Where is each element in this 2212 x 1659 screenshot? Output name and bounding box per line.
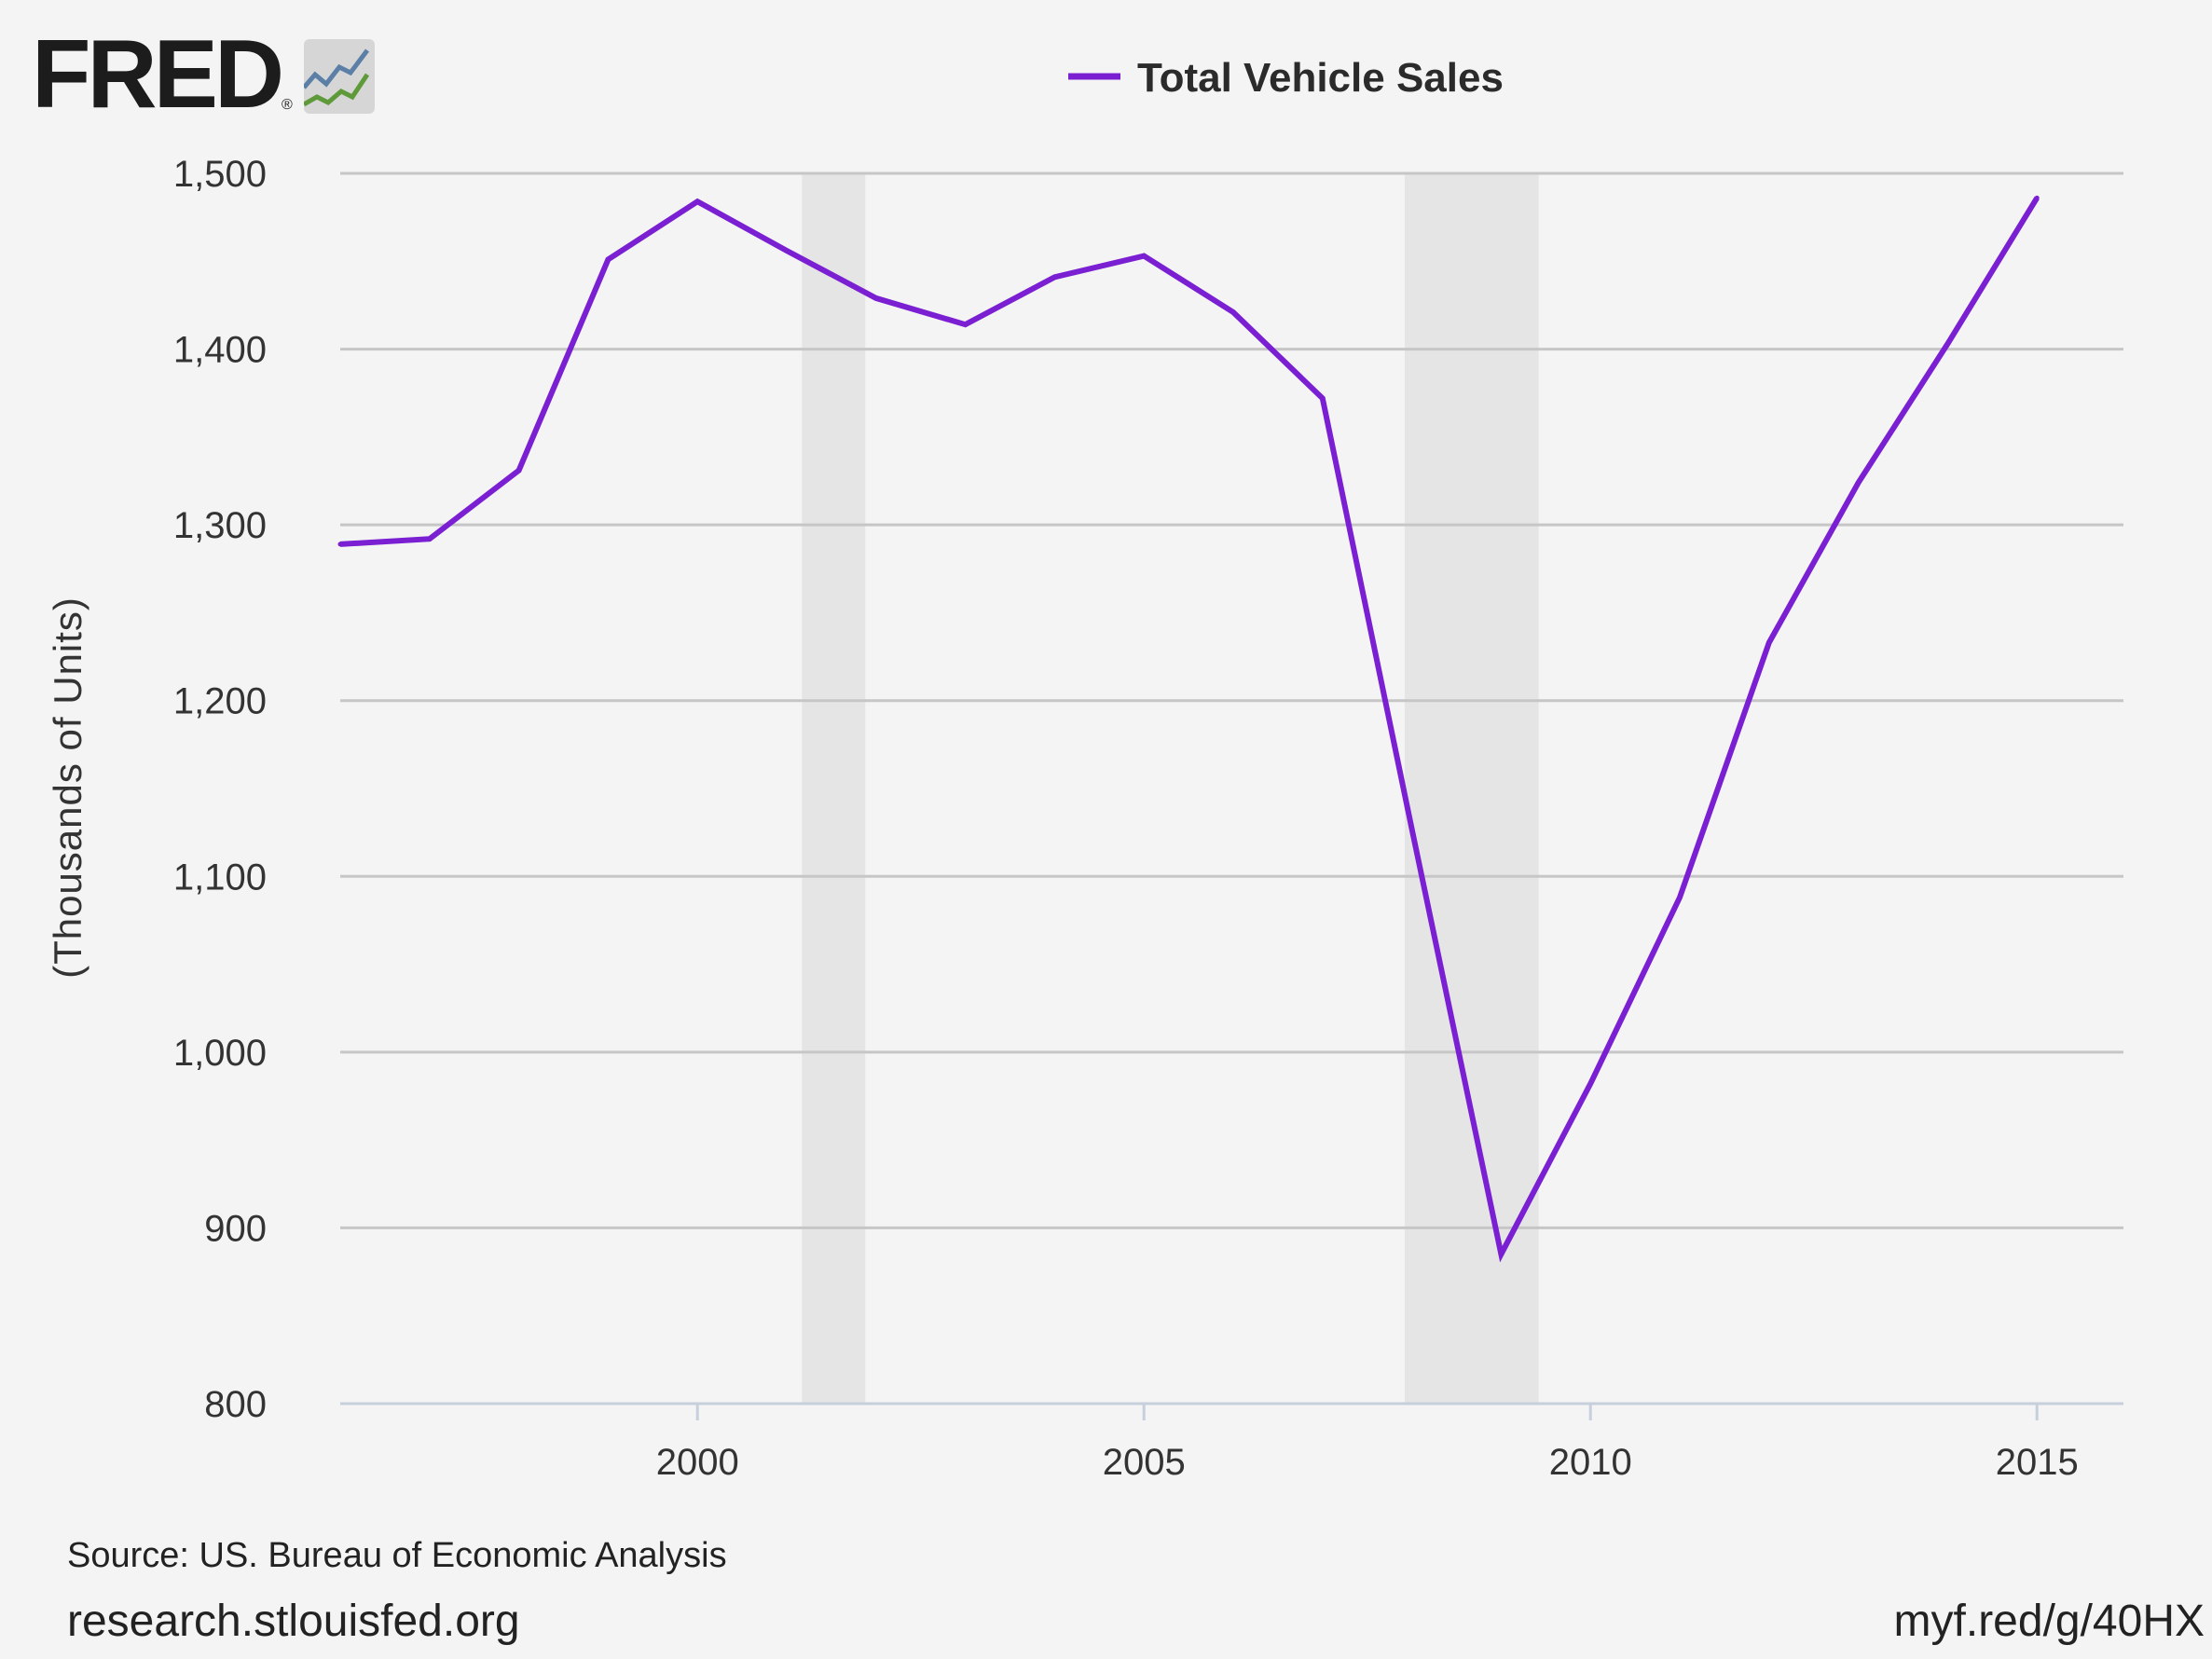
- data-point-2012: [1766, 639, 1772, 645]
- data-point-2013: [1856, 480, 1862, 486]
- data-point-2010: [1587, 1081, 1593, 1087]
- registered-mark: ®: [282, 97, 293, 113]
- fred-logo-text: FRED: [32, 21, 284, 129]
- y-tick-label-1300: 1,300: [173, 505, 267, 546]
- y-axis-tick-labels: 800 900 1,000 1,100 1,200 1,300 1,400 1,500: [173, 154, 267, 1425]
- data-point-2011: [1677, 895, 1683, 900]
- series-points: [337, 195, 2040, 1257]
- data-point-2005: [1141, 254, 1147, 259]
- data-point-2003: [963, 322, 969, 327]
- data-point-2000: [694, 199, 700, 204]
- site-link[interactable]: research.stlouisfed.org: [67, 1597, 520, 1646]
- legend: Total Vehicle Sales: [1068, 55, 1504, 101]
- series-line-total-vehicle-sales: [339, 196, 2040, 1263]
- data-point-1996: [337, 542, 343, 547]
- x-tick-label-2015: 2015: [1996, 1442, 2079, 1483]
- y-tick-label-900: 900: [204, 1208, 267, 1249]
- data-point-1997: [427, 536, 433, 542]
- data-point-1999: [605, 256, 611, 262]
- data-point-1998: [516, 468, 522, 473]
- y-tick-label-1500: 1,500: [173, 154, 267, 195]
- y-tick-label-1000: 1,000: [173, 1033, 267, 1074]
- y-tick-label-800: 800: [204, 1384, 267, 1425]
- data-point-2001: [784, 248, 790, 254]
- legend-label: Total Vehicle Sales: [1137, 55, 1504, 101]
- y-axis-label: (Thousands of Units): [46, 596, 89, 979]
- x-axis-ticks: 2000 2005 2010 2015: [656, 1404, 2079, 1483]
- recession-band-2: [1404, 173, 1539, 1404]
- data-point-2006: [1230, 309, 1236, 315]
- data-point-2007: [1320, 395, 1326, 401]
- recession-band-1: [802, 173, 866, 1404]
- y-tick-label-1400: 1,400: [173, 330, 267, 371]
- data-point-2014: [1944, 341, 1950, 347]
- x-tick-label-2005: 2005: [1103, 1442, 1186, 1483]
- data-point-2002: [873, 295, 879, 301]
- x-tick-label-2010: 2010: [1549, 1442, 1632, 1483]
- data-point-2004: [1051, 274, 1057, 280]
- fred-logo: FRED ®: [32, 26, 386, 123]
- data-point-2008: [1409, 826, 1415, 831]
- x-tick-label-2000: 2000: [656, 1442, 739, 1483]
- y-tick-label-1200: 1,200: [173, 681, 267, 722]
- data-point-2009: [1498, 1252, 1504, 1257]
- recession-shading: [802, 173, 1539, 1404]
- gridlines: [340, 171, 2123, 1405]
- source-note: Source: US. Bureau of Economic Analysis: [67, 1536, 727, 1575]
- data-point-2015: [2034, 195, 2040, 200]
- short-url-link[interactable]: myf.red/g/40HX: [1893, 1597, 2205, 1646]
- fred-chart-icon: [304, 39, 375, 114]
- y-tick-label-1100: 1,100: [173, 857, 267, 898]
